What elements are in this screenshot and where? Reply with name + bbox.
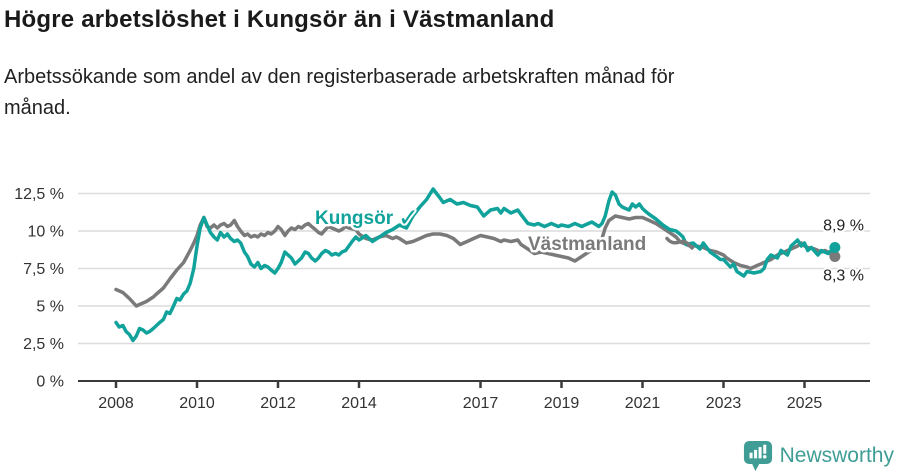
vastmanland-label-swoosh-icon: [665, 236, 694, 250]
y-axis-label: 10 %: [28, 224, 64, 241]
series-label-vastmanland: Västmanland: [528, 234, 646, 255]
y-axis-label: 7,5 %: [23, 261, 64, 278]
logo-bar-1: [749, 452, 753, 459]
subtitle-line-2: månad.: [4, 97, 71, 119]
y-axis-label: 2,5 %: [23, 336, 64, 353]
series-end-dot-kungsor: [829, 242, 841, 253]
y-axis-label: 12,5 %: [14, 186, 64, 203]
x-axis-label: 2012: [260, 395, 296, 412]
newsworthy-logo-text: Newsworthy: [779, 444, 894, 467]
series-end-dot-vastmanland: [829, 251, 841, 262]
logo-exclamation-dot: [762, 454, 767, 459]
series-line-vastmanland: [114, 214, 837, 308]
x-axis-label: 2025: [787, 395, 823, 412]
x-axis-label: 2019: [544, 395, 580, 412]
x-axis-label: 2008: [98, 395, 134, 412]
x-axis-label: 2021: [625, 395, 661, 412]
logo-bubble-shape: [743, 441, 772, 471]
end-value-label-kungsor: 8,9 %: [823, 218, 864, 235]
x-axis-label: 2017: [463, 395, 499, 412]
series-label-kungsor: Kungsör: [315, 208, 394, 229]
x-axis-label: 2014: [341, 395, 377, 412]
newsworthy-logo: Newsworthy: [743, 440, 894, 472]
kungsor-label-checkmark-icon: ✓: [398, 203, 419, 232]
newsworthy-logo-icon: [743, 441, 772, 471]
logo-exclamation-bar: [762, 444, 766, 454]
page-title: Högre arbetslöshet i Kungsör än i Västma…: [4, 6, 555, 33]
logo-bar-3: [758, 447, 762, 459]
y-axis-label: 0 %: [36, 374, 64, 391]
subtitle-line-1: Arbetssökande som andel av den registerb…: [4, 66, 675, 88]
end-value-label-vastmanland: 8,3 %: [823, 268, 864, 285]
logo-bar-2: [753, 449, 757, 459]
y-axis-label: 5 %: [36, 299, 64, 316]
x-axis-label: 2010: [179, 395, 215, 412]
x-axis-label: 2023: [706, 395, 742, 412]
chart-subtitle: Arbetssökande som andel av den registerb…: [4, 62, 864, 124]
series-line-kungsor: [114, 187, 837, 343]
